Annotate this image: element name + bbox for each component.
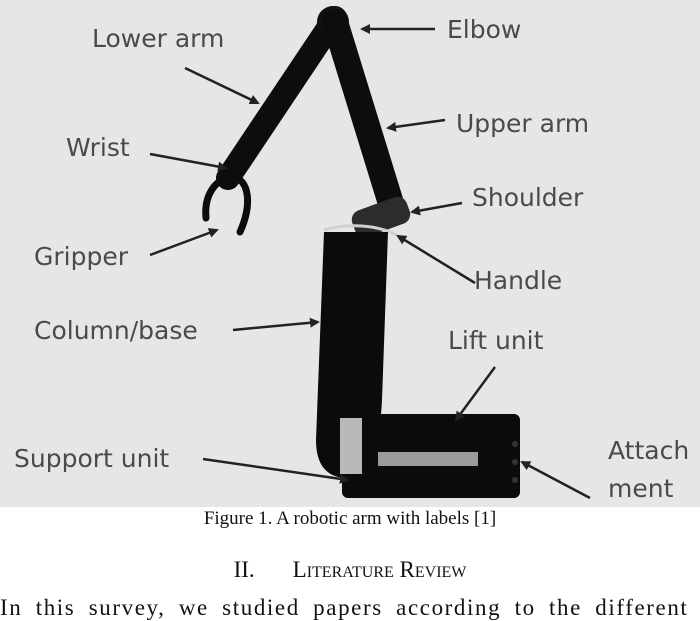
- label-elbow: Elbow: [447, 15, 522, 44]
- lift-window: [378, 452, 478, 466]
- label-handle: Handle: [474, 266, 563, 295]
- body-paragraph: In this survey, we studied papers accord…: [0, 595, 689, 620]
- label-gripper: Gripper: [34, 242, 128, 271]
- upper-arm-segment: [322, 9, 406, 223]
- section-heading: II. Literature Review: [0, 557, 700, 583]
- handle: [323, 224, 399, 238]
- figure-robotic-arm: Lower arm Elbow Wrist Upper arm Shoulder…: [0, 0, 700, 507]
- label-lower-arm: Lower arm: [92, 24, 225, 53]
- label-attachment-line2: ment: [608, 474, 674, 503]
- label-shoulder: Shoulder: [472, 183, 584, 212]
- section-title: Literature Review: [292, 557, 467, 582]
- figure-caption: Figure 1. A robotic arm with labels [1]: [203, 508, 497, 529]
- gripper: [202, 172, 252, 236]
- label-lift-unit: Lift unit: [448, 326, 544, 355]
- label-wrist: Wrist: [66, 133, 130, 162]
- label-upper-arm: Upper arm: [456, 109, 590, 138]
- robotic-arm-illustration: [149, 6, 591, 500]
- section-number: II.: [233, 557, 255, 582]
- label-attachment-line1: Attach: [608, 436, 690, 465]
- label-support-unit: Support unit: [14, 444, 170, 473]
- label-column-base: Column/base: [34, 316, 198, 345]
- pointer-arrows: [149, 24, 591, 500]
- lower-arm-segment: [216, 6, 347, 190]
- support-plate: [340, 418, 362, 474]
